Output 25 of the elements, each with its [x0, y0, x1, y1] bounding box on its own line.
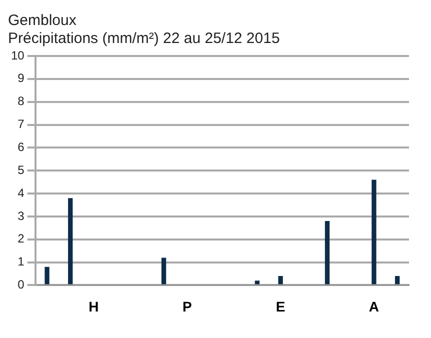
bar	[324, 221, 330, 284]
y-tick-label: 8	[18, 94, 25, 108]
x-tick-label: A	[368, 298, 380, 314]
bar	[372, 180, 376, 284]
chart-title: Gembloux	[8, 12, 77, 30]
bar	[44, 266, 50, 284]
bar	[394, 276, 400, 284]
y-tick-label: 4	[18, 186, 25, 200]
x-tick-label: H	[88, 298, 99, 314]
y-tick-label: 10	[10, 48, 25, 62]
x-tick-label: P	[182, 298, 192, 314]
bar	[278, 276, 283, 284]
chart-subtitle: Précipitations (mm/m²) 22 au 25/12 2015	[8, 30, 280, 48]
x-tick-label: E	[276, 298, 286, 314]
y-tick-label: 7	[18, 117, 25, 132]
y-tick-label: 0	[18, 278, 25, 292]
y-tick-label: 3	[18, 208, 25, 223]
y-tick-label: 2	[18, 232, 25, 246]
y-tick-label: 1	[18, 254, 25, 269]
bar	[68, 198, 73, 284]
y-tick-label: 6	[18, 140, 25, 154]
bar	[161, 258, 166, 284]
bar	[254, 280, 260, 284]
y-tick-label: 9	[18, 71, 25, 86]
y-tick-label: 5	[18, 162, 25, 177]
